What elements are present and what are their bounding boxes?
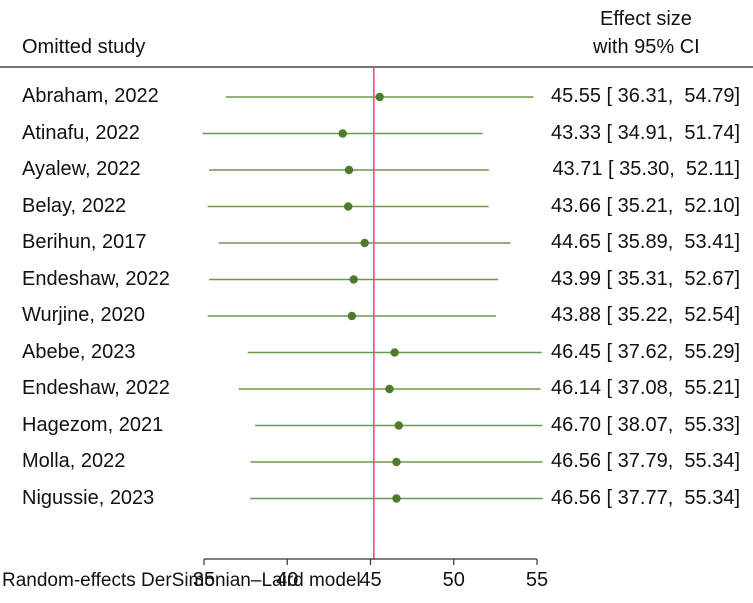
effect-ci-label: 46.45 [ 37.62, 55.29]: [550, 340, 740, 363]
effect-ci-label: 43.33 [ 34.91, 51.74]: [550, 121, 740, 144]
effect-point: [375, 92, 384, 102]
study-label: Ayalew, 2022: [22, 158, 141, 180]
model-footnote: Random-effects DerSimonian–Laird model: [2, 570, 361, 591]
effect-size-header-line1: Effect size: [600, 8, 692, 30]
effect-ci-label: 45.55 [ 36.31, 54.79]: [550, 85, 740, 107]
effect-ci-label: 46.70 [ 38.07, 55.33]: [550, 413, 740, 436]
x-tick-label: 40: [276, 569, 298, 591]
effect-ci-label: 43.99 [ 35.31, 52.67]: [550, 267, 740, 290]
effect-point: [343, 202, 353, 211]
study-label: Abraham, 2022: [22, 85, 159, 107]
study-label: Berihun, 2017: [22, 231, 147, 253]
study-label: Abebe, 2023: [22, 340, 136, 363]
effect-ci-label: 46.56 [ 37.77, 55.34]: [550, 486, 740, 509]
effect-ci-label: 43.71 [ 35.30, 52.11]: [552, 158, 740, 180]
study-label: Endeshaw, 2022: [22, 377, 170, 399]
study-label: Endeshaw, 2022: [22, 267, 170, 290]
effect-size-header-line2: with 95% CI: [593, 36, 700, 58]
study-label: Hagezom, 2021: [22, 413, 164, 436]
effect-point: [390, 348, 399, 357]
study-label: Atinafu, 2022: [22, 121, 140, 144]
omitted-study-header: Omitted study: [22, 36, 146, 58]
effect-point: [349, 275, 358, 284]
effect-ci-label: 44.65 [ 35.89, 53.41]: [550, 231, 740, 253]
effect-point: [347, 311, 357, 321]
effect-ci-label: 43.88 [ 35.22, 52.54]: [550, 304, 740, 326]
study-label: Molla, 2022: [22, 450, 126, 472]
effect-ci-label: 46.56 [ 37.79, 55.34]: [550, 450, 740, 472]
effect-point: [385, 384, 394, 394]
study-label: Belay, 2022: [22, 194, 127, 217]
effect-point: [338, 129, 347, 138]
x-tick-label: 50: [443, 569, 465, 591]
effect-point: [394, 421, 404, 430]
study-label: Wurjine, 2020: [22, 304, 146, 326]
effect-point: [392, 457, 401, 467]
x-tick-label: 35: [193, 569, 215, 591]
x-tick-label: 55: [526, 569, 548, 591]
effect-point: [360, 238, 369, 248]
x-tick-label: 45: [359, 569, 381, 591]
effect-ci-label: 43.66 [ 35.21, 52.10]: [550, 194, 740, 217]
study-label: Nigussie, 2023: [22, 486, 155, 509]
effect-point: [344, 165, 354, 175]
effect-ci-label: 46.14 [ 37.08, 55.21]: [550, 377, 740, 399]
effect-point: [392, 494, 401, 503]
